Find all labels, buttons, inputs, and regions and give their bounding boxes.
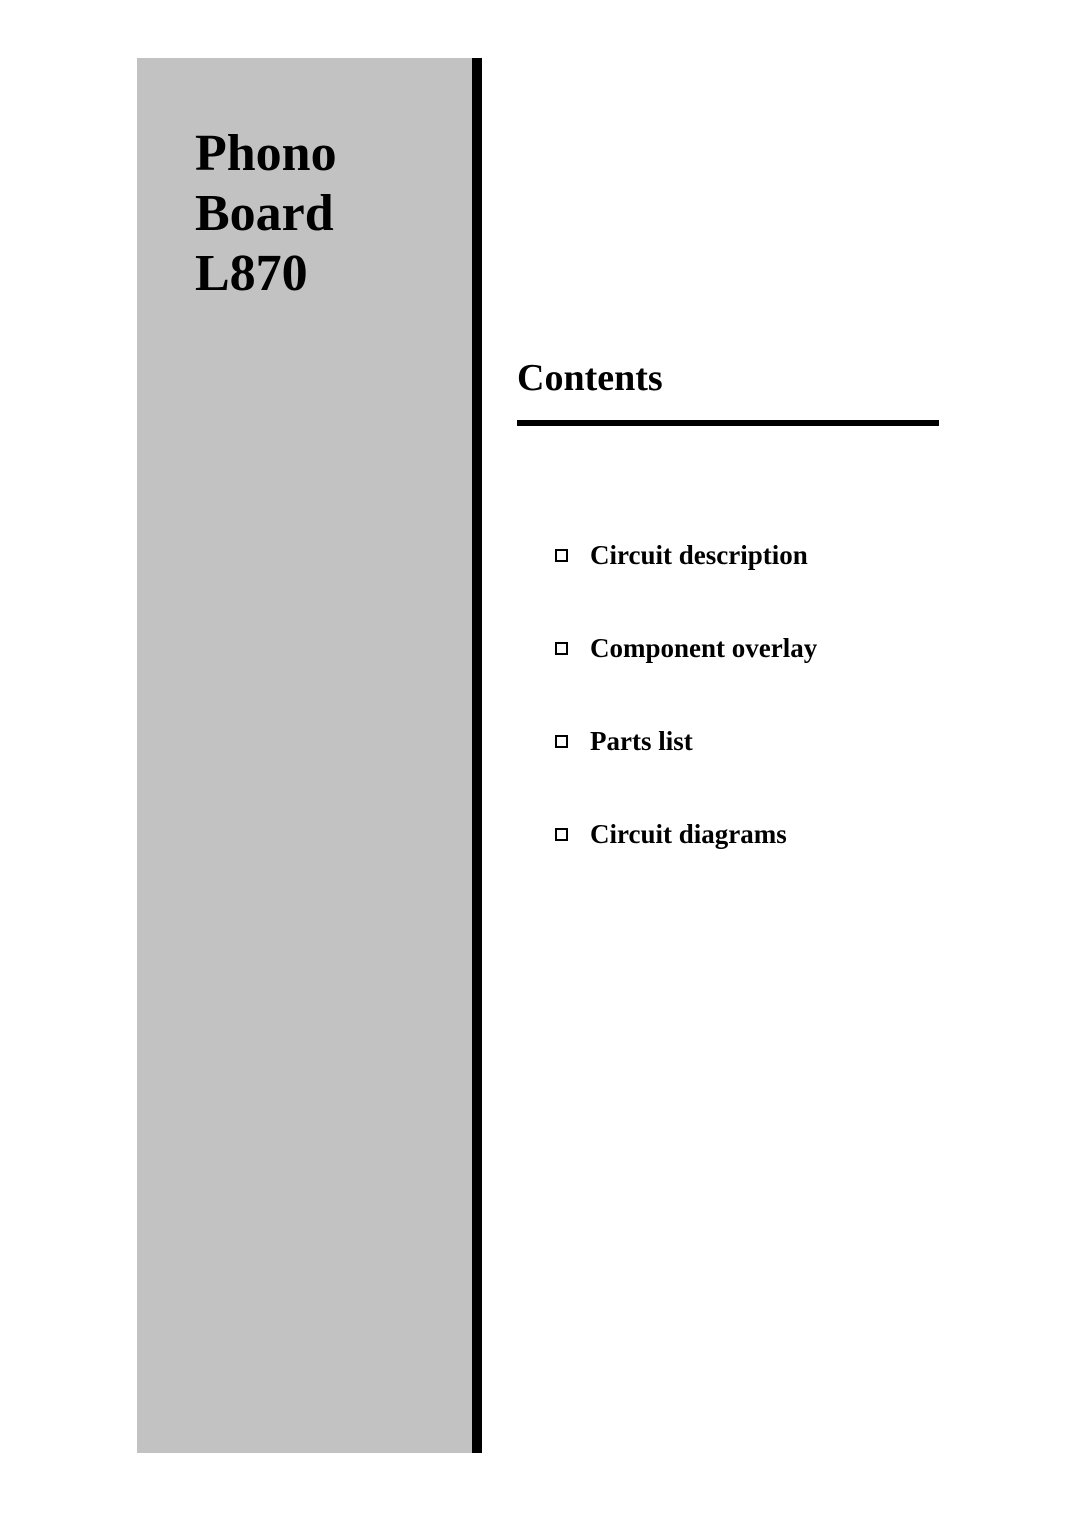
list-item: Circuit description (555, 540, 817, 571)
list-item: Circuit diagrams (555, 819, 817, 850)
page-title: Phono Board L870 (195, 124, 337, 303)
title-line-2: Board (195, 184, 337, 244)
title-line-3: L870 (195, 244, 337, 304)
list-item: Parts list (555, 726, 817, 757)
title-line-1: Phono (195, 124, 337, 184)
contents-underline (517, 420, 939, 426)
list-item-label: Circuit diagrams (590, 819, 787, 850)
list-item-label: Parts list (590, 726, 693, 757)
square-bullet-icon (555, 549, 568, 562)
square-bullet-icon (555, 642, 568, 655)
contents-list: Circuit description Component overlay Pa… (555, 540, 817, 912)
list-item-label: Component overlay (590, 633, 817, 664)
vertical-divider (472, 58, 482, 1453)
square-bullet-icon (555, 828, 568, 841)
list-item-label: Circuit description (590, 540, 808, 571)
square-bullet-icon (555, 735, 568, 748)
list-item: Component overlay (555, 633, 817, 664)
contents-heading: Contents (517, 356, 663, 400)
